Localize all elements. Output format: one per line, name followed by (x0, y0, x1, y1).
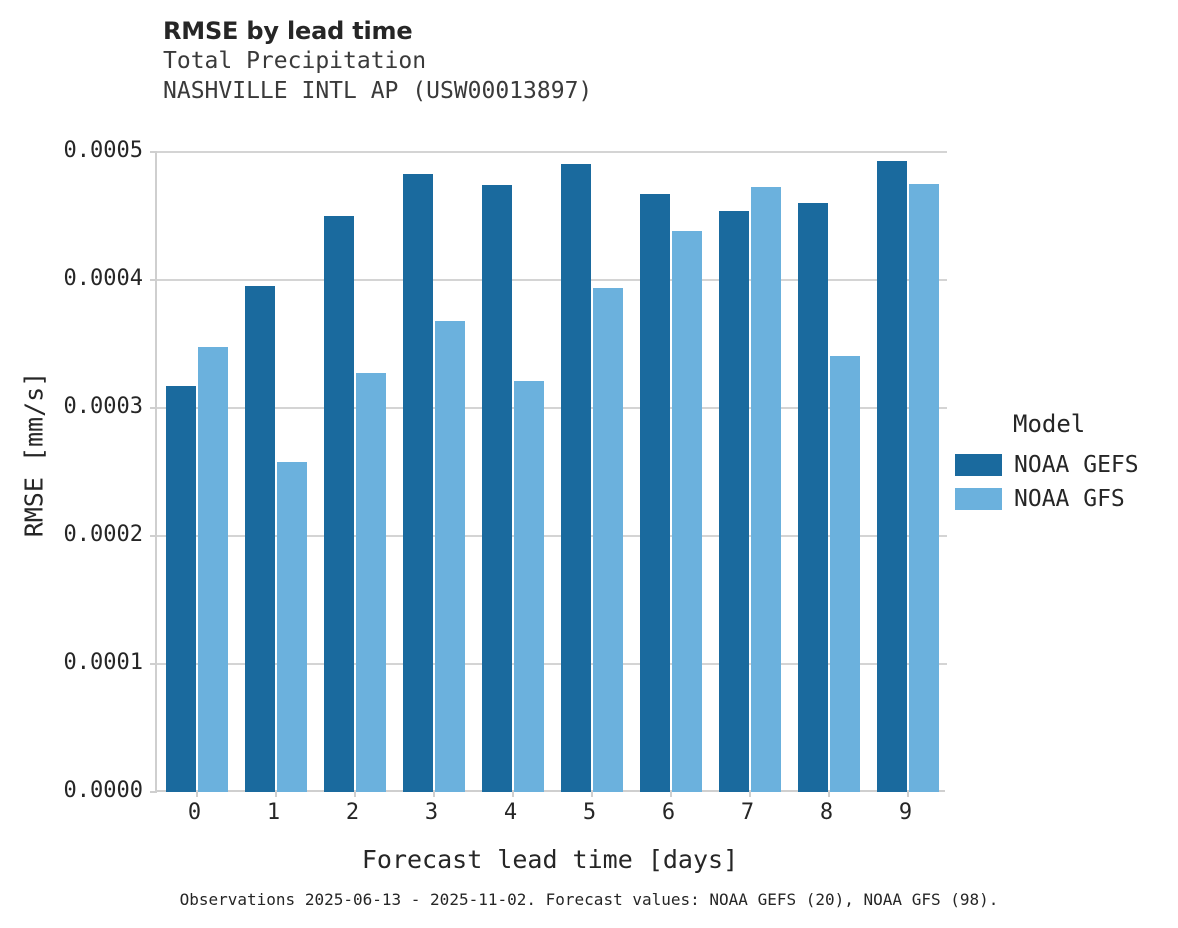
x-axis-tickmark (274, 790, 277, 797)
legend-swatch-icon (955, 488, 1002, 510)
y-axis-tickmark (150, 279, 157, 281)
chart-subtitle: Total Precipitation (163, 48, 427, 74)
y-axis-tick-label: 0.0003 (63, 394, 143, 419)
bar (797, 203, 828, 792)
bar (276, 461, 307, 792)
x-axis-tickmark (432, 790, 435, 797)
x-axis-tick-label: 5 (582, 800, 597, 825)
y-axis-tick-labels: 0.0000 0.0001 0.0002 0.0003 0.0004 0.0005 (0, 0, 143, 928)
bar (750, 186, 781, 792)
legend-entries: NOAA GEFS NOAA GFS (955, 448, 1139, 516)
y-axis-tick-label: 0.0005 (63, 138, 143, 163)
x-axis-tickmark (827, 790, 830, 797)
gridline (157, 279, 947, 281)
bars-layer (157, 152, 947, 792)
bar (165, 386, 196, 792)
bar (876, 160, 907, 792)
legend-entry[interactable]: NOAA GEFS (955, 448, 1139, 482)
x-axis-tick-label: 9 (898, 800, 913, 825)
legend-label: NOAA GEFS (1014, 452, 1139, 478)
x-axis-tick-label: 4 (503, 800, 518, 825)
x-axis-tick-label: 2 (345, 800, 360, 825)
x-axis-tickmark (195, 790, 198, 797)
x-axis-tickmark (669, 790, 672, 797)
x-axis-tickmark (748, 790, 751, 797)
y-axis-tickmark (150, 535, 157, 537)
x-axis-tick-label: 0 (187, 800, 202, 825)
chart-station-label: NASHVILLE INTL AP (USW00013897) (163, 78, 593, 104)
y-axis-tick-label: 0.0000 (63, 778, 143, 803)
x-axis-title: Forecast lead time [days] (361, 845, 739, 874)
x-axis-tickmark (590, 790, 593, 797)
bar (323, 216, 354, 792)
plot-area (150, 151, 947, 797)
bar (671, 231, 702, 792)
y-axis-tickmark (150, 151, 157, 153)
bar (560, 163, 591, 792)
bar (481, 185, 512, 792)
bar (829, 355, 860, 792)
legend-label: NOAA GFS (1014, 486, 1125, 512)
x-axis-tickmark (511, 790, 514, 797)
gridline (157, 535, 947, 537)
y-axis-tick-label: 0.0004 (63, 266, 143, 291)
x-axis-tick-label: 8 (819, 800, 834, 825)
bar (434, 320, 465, 792)
bar (244, 286, 275, 792)
y-axis-title: RMSE [mm/s] (19, 371, 49, 538)
x-axis-tick-label: 6 (661, 800, 676, 825)
bar (197, 346, 228, 792)
y-axis-tickmark (150, 663, 157, 665)
y-axis-tickmark (150, 407, 157, 409)
y-axis-tick-label: 0.0001 (63, 650, 143, 675)
gridline (157, 407, 947, 409)
gridline (157, 663, 947, 665)
bar (908, 184, 939, 792)
x-axis-tickmark (353, 790, 356, 797)
page-title: RMSE by lead time (163, 17, 413, 45)
x-axis-tick-label: 3 (424, 800, 439, 825)
x-axis-tickmark (906, 790, 909, 797)
bar (402, 173, 433, 792)
legend-entry[interactable]: NOAA GFS (955, 482, 1139, 516)
title-block: RMSE by lead time Total Precipitation NA… (163, 16, 963, 106)
bar (513, 381, 544, 792)
x-axis-tick-label: 7 (740, 800, 755, 825)
legend-swatch-icon (955, 454, 1002, 476)
bar (718, 210, 749, 792)
bar (355, 373, 386, 792)
legend: Model NOAA GEFS NOAA GFS (955, 410, 1139, 516)
legend-title: Model (1013, 410, 1086, 438)
bar (592, 287, 623, 792)
bar (639, 194, 670, 792)
y-axis-tick-label: 0.0002 (63, 522, 143, 547)
x-axis-tick-label: 1 (266, 800, 281, 825)
gridline (157, 151, 947, 153)
footer-note: Observations 2025-06-13 - 2025-11-02. Fo… (179, 890, 999, 909)
y-axis-tickmark (150, 791, 157, 793)
